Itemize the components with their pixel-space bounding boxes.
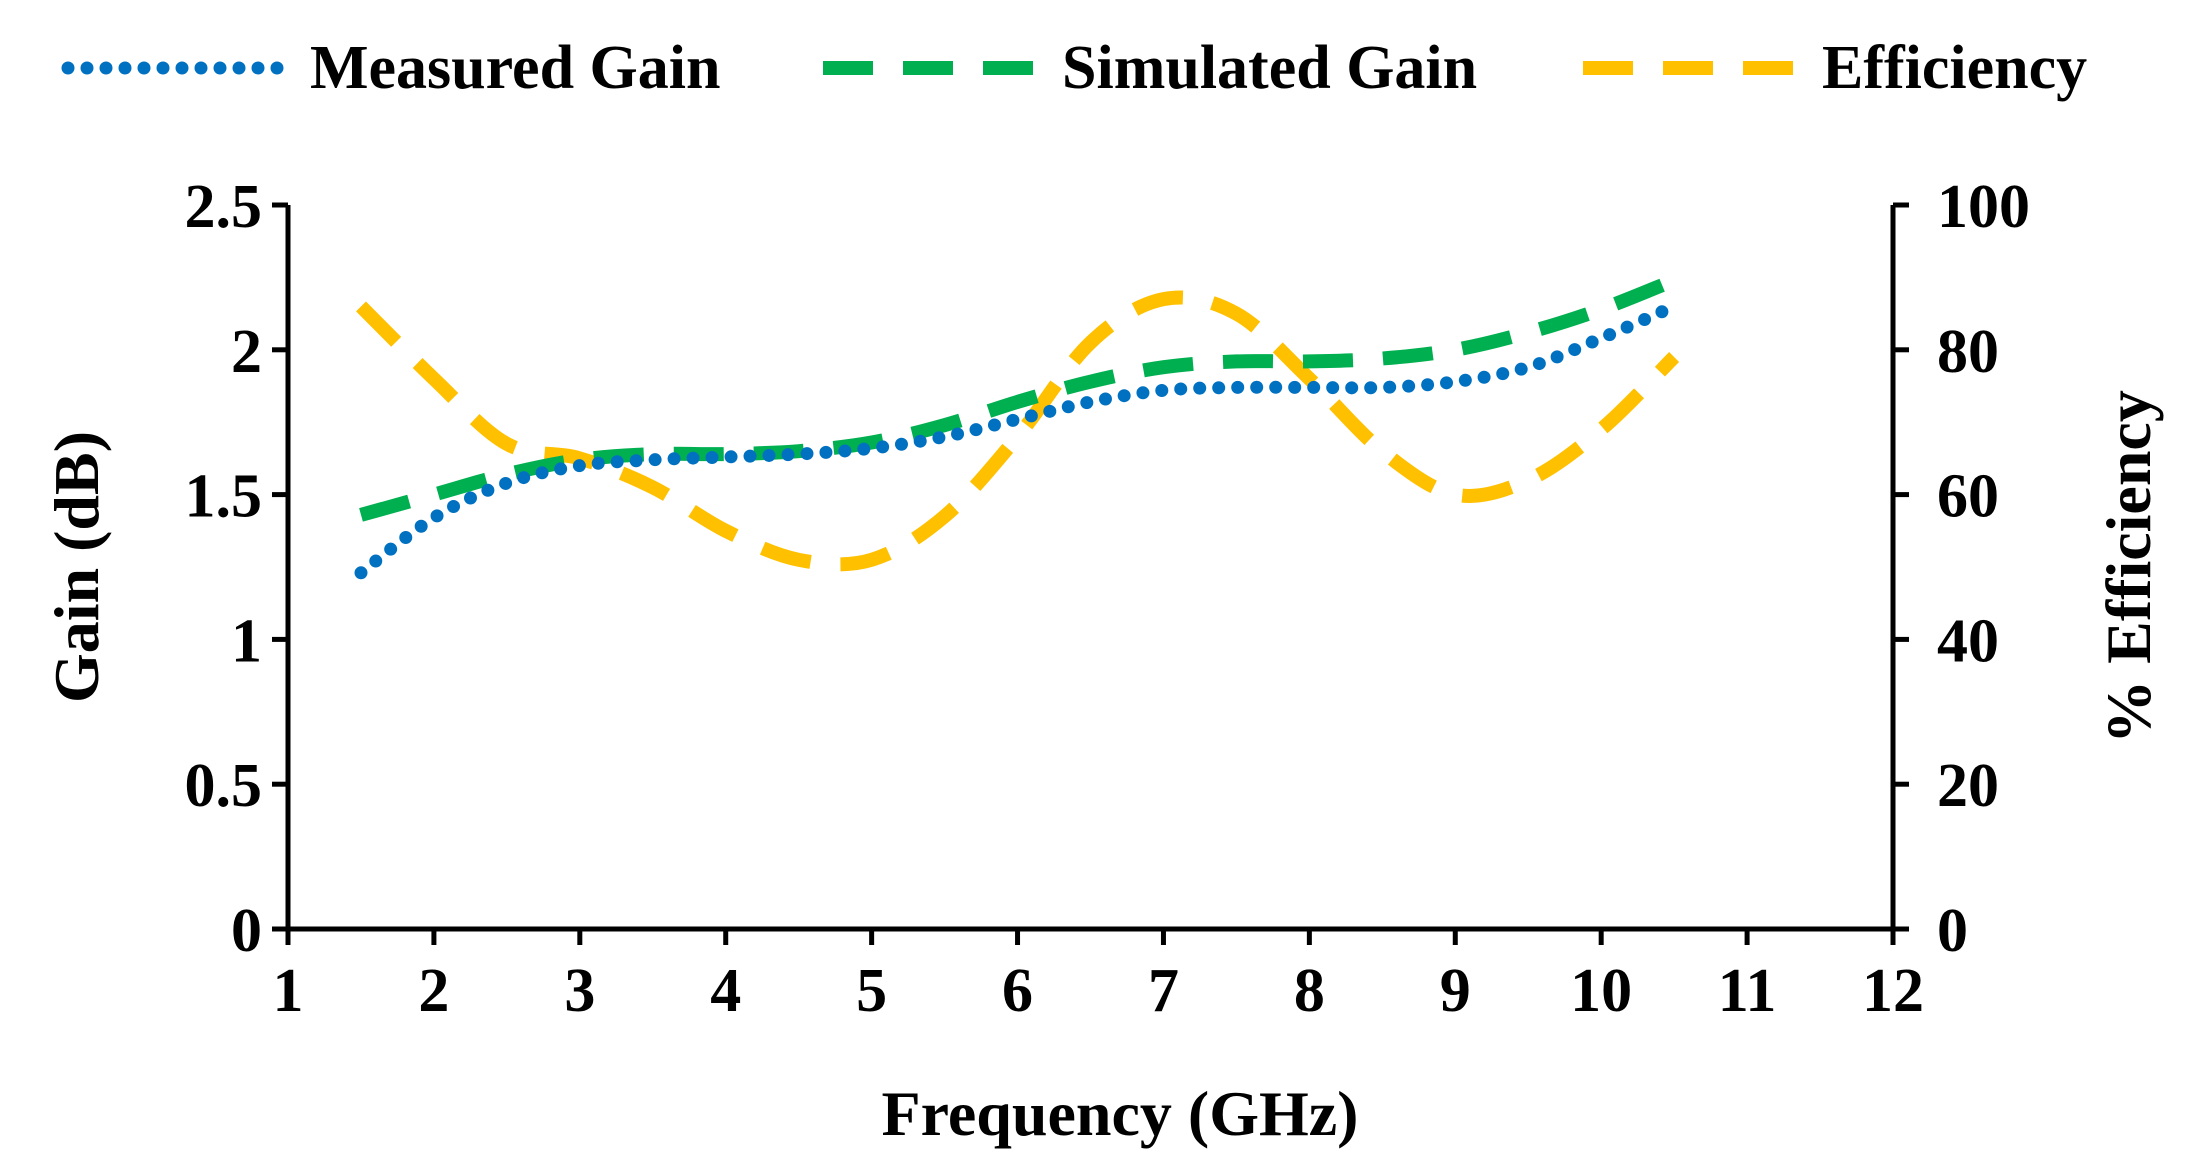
y-axis-title: Gain (dB): [41, 431, 112, 703]
x-axis-title: Frequency (GHz): [882, 1078, 1359, 1149]
y-tick-label: 0.5: [185, 752, 263, 820]
y2-tick-label: 60: [1937, 463, 1999, 531]
x-tick-label: 1: [273, 957, 304, 1025]
legend: Measured Gain Simulated Gain Efficiency: [61, 34, 2087, 102]
x-tick-label: 4: [710, 957, 741, 1025]
x-tick-label: 12: [1862, 957, 1924, 1025]
legend-label-efficiency: Efficiency: [1822, 34, 2087, 102]
x-tick-label: 9: [1440, 957, 1471, 1025]
legend-label-simulated-gain: Simulated Gain: [1062, 34, 1477, 102]
axes: [285, 205, 1896, 932]
y-tick-label: 0: [231, 897, 262, 965]
y-tick-label: 2: [231, 318, 262, 386]
x-tick-label: 10: [1570, 957, 1632, 1025]
legend-label-measured-gain: Measured Gain: [310, 34, 720, 102]
series-line-simulated-gain: [359, 273, 1677, 522]
y2-tick-label: 40: [1937, 607, 1999, 675]
x-tick-label: 8: [1294, 957, 1325, 1025]
series: [354, 273, 1681, 580]
x-tick-label: 3: [564, 957, 595, 1025]
y2-tick-label: 100: [1937, 173, 2030, 241]
x-tick-label: 2: [418, 957, 449, 1025]
y-tick-label: 2.5: [185, 173, 263, 241]
y2-axis-title: % Efficiency: [2093, 390, 2164, 744]
y2-tick-label: 0: [1937, 897, 1968, 965]
y-tick-label: 1: [231, 607, 262, 675]
y2-tick-label: 20: [1937, 752, 1999, 820]
y-tick-label: 1.5: [185, 463, 263, 531]
x-tick-label: 6: [1002, 957, 1033, 1025]
x-tick-label: 5: [856, 957, 887, 1025]
series-line-efficiency: [356, 290, 1680, 572]
x-tick-label: 7: [1148, 957, 1179, 1025]
x-tick-label: 11: [1718, 957, 1777, 1025]
series-line-measured-gain: [354, 299, 1681, 580]
y2-tick-label: 80: [1937, 318, 1999, 386]
